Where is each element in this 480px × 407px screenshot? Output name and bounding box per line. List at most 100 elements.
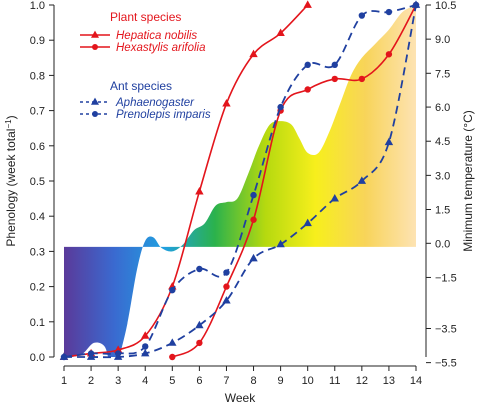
x-tick-label: 11 — [329, 375, 340, 387]
y-tick-label: 1.0 — [30, 0, 45, 12]
legend-marker — [91, 97, 99, 105]
y-axis-label: Phenology (week total−1) — [4, 115, 18, 246]
data-point-circle — [169, 353, 176, 361]
data-point-circle — [358, 75, 366, 83]
y2-tick-label: 3.0 — [435, 170, 450, 182]
x-axis-label: Week — [225, 391, 256, 405]
x-tick-label: 12 — [356, 375, 368, 387]
temperature-area-layer — [64, 5, 416, 357]
y2-tick-label: 7.5 — [435, 68, 450, 80]
data-point-triangle — [357, 176, 367, 184]
y-tick-label: 0.1 — [30, 317, 45, 329]
data-point-circle — [250, 216, 257, 223]
y2-tick-label: −5.5 — [435, 358, 457, 370]
data-point-circle — [114, 350, 122, 357]
data-point-triangle — [384, 137, 394, 146]
x-tick-label: 6 — [196, 375, 202, 387]
data-point-circle — [87, 350, 95, 357]
legend: Plant species Hepatica nobilis Hexastyli… — [80, 10, 211, 121]
axes-layer: 1 2 3 4 5 6 7 8 9 10 11 12 13 140.00.10.20.30.40.50.6… — [30, 0, 457, 387]
legend-label: Hepatica nobilis — [116, 30, 197, 42]
legend-label: Hexastylis arifolia — [116, 42, 205, 54]
data-point-circle — [331, 75, 338, 83]
data-point-circle — [385, 8, 393, 16]
y-tick-label: 0.2 — [30, 282, 45, 294]
x-tick-label: 1 — [61, 375, 67, 387]
data-point-circle — [385, 51, 393, 58]
y-tick-label: 0.3 — [30, 246, 45, 258]
data-point-triangle — [303, 218, 312, 227]
legend-item-hepatica: Hepatica nobilis — [80, 30, 197, 42]
legend-ant-header: Ant species — [110, 79, 172, 93]
legend-item-prenolepis: Prenolepis imparis — [80, 109, 211, 121]
x-tick-label: 8 — [250, 375, 256, 387]
data-point-triangle — [113, 345, 123, 353]
data-point-circle — [358, 12, 366, 19]
data-point-triangle — [141, 348, 150, 357]
x-tick-label: 4 — [142, 375, 148, 387]
x-tick-label: 7 — [223, 375, 229, 387]
legend-plant-header: Plant species — [110, 10, 181, 24]
series-line — [63, 4, 417, 358]
y2-tick-label: 10.5 — [435, 0, 456, 12]
data-point-triangle — [249, 49, 258, 58]
data-point-circle — [331, 61, 338, 69]
data-point-circle — [142, 343, 149, 350]
y-tick-label: 0.4 — [30, 211, 45, 223]
y2-axis-label: Minimum temperature (°C) — [461, 110, 475, 252]
x-tick-label: 14 — [410, 375, 422, 387]
data-point-triangle — [276, 239, 285, 248]
data-point-triangle — [195, 186, 204, 195]
y-tick-label: 0.6 — [30, 141, 45, 153]
y2-tick-label: −3.5 — [435, 323, 457, 335]
x-tick-label: 5 — [169, 375, 175, 387]
legend-marker — [92, 111, 98, 117]
data-point-triangle — [222, 296, 231, 304]
x-tick-label: 3 — [115, 375, 121, 387]
data-point-triangle — [222, 98, 231, 107]
legend-marker — [91, 30, 99, 38]
legend-item-hexastylis: Hexastylis arifolia — [80, 42, 205, 54]
data-point-circle — [196, 339, 203, 347]
data-point-circle — [250, 191, 257, 199]
data-point-triangle — [330, 194, 339, 202]
legend-label: Aphaenogaster — [115, 97, 195, 109]
series-line — [63, 4, 309, 358]
y-tick-label: 0.7 — [30, 106, 45, 118]
x-tick-label: 2 — [88, 375, 94, 387]
y2-tick-label: −1.5 — [435, 272, 457, 284]
legend-label: Prenolepis imparis — [116, 109, 211, 121]
data-point-circle — [169, 286, 176, 294]
data-point-triangle — [195, 320, 204, 329]
temperature-area — [64, 5, 416, 357]
y2-tick-label: 0.0 — [435, 238, 450, 250]
series-prenolepis-imparis — [60, 1, 420, 361]
legend-marker — [92, 44, 98, 50]
y-tick-label: 0.5 — [30, 176, 45, 188]
series-layer — [59, 0, 421, 361]
data-point-circle — [60, 353, 68, 361]
data-point-circle — [412, 1, 420, 9]
x-tick-label: 13 — [383, 375, 395, 387]
y2-tick-label: 1.5 — [435, 205, 450, 217]
y-tick-label: 0.9 — [30, 35, 45, 47]
data-point-circle — [277, 103, 284, 111]
series-line — [64, 4, 417, 359]
data-point-circle — [223, 269, 230, 276]
legend-item-aphaenogaster: Aphaenogaster — [80, 97, 195, 109]
x-tick-label: 10 — [302, 375, 314, 387]
data-point-triangle — [249, 253, 258, 262]
y2-tick-label: 6.0 — [435, 102, 450, 114]
data-point-triangle — [141, 331, 150, 339]
data-point-circle — [196, 265, 203, 273]
y2-tick-label: 9.0 — [435, 34, 450, 46]
data-point-circle — [223, 283, 230, 290]
y-tick-label: 0.0 — [30, 352, 45, 364]
data-point-triangle — [168, 338, 177, 346]
x-tick-label: 9 — [278, 375, 284, 387]
y2-tick-label: 4.5 — [435, 136, 450, 148]
data-point-circle — [304, 61, 311, 69]
data-point-triangle — [303, 0, 312, 8]
data-point-circle — [304, 86, 311, 93]
